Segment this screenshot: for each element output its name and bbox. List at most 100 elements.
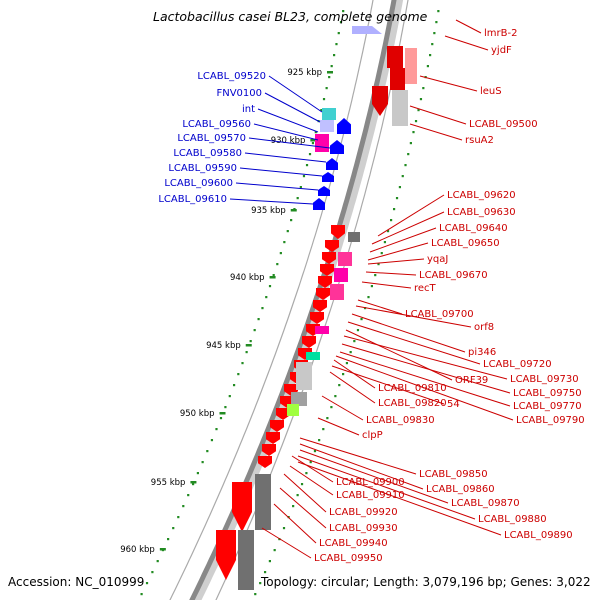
skew-track-dot bbox=[392, 208, 396, 211]
right-gene-label: LCABL_09810 bbox=[378, 383, 447, 394]
right-gene-label: LCABL_09830 bbox=[366, 415, 435, 426]
right-gene-label: LCABL_09720 bbox=[483, 359, 552, 370]
gene-int bbox=[337, 118, 351, 134]
gc-track-dot bbox=[332, 54, 336, 57]
right-leader-line bbox=[299, 437, 417, 475]
kbp-tick-label: 925 kbp bbox=[287, 68, 322, 78]
skew-track-dot bbox=[409, 142, 412, 145]
right-leader-line bbox=[455, 19, 482, 34]
gc-track-dot bbox=[232, 384, 236, 387]
gc-track-dot bbox=[335, 43, 338, 46]
forward-gene bbox=[270, 420, 284, 432]
right-leader-line bbox=[261, 527, 312, 559]
right-leader-line bbox=[321, 395, 364, 421]
right-leader-line bbox=[357, 299, 403, 315]
right-leader-line bbox=[347, 321, 481, 365]
inner-ring bbox=[169, 0, 374, 600]
right-leader-line bbox=[367, 242, 429, 261]
right-gene-label: lmrB-2 bbox=[484, 28, 517, 39]
skew-track-dot bbox=[313, 450, 317, 453]
skew-track-dot bbox=[309, 461, 312, 464]
gene-orf8 bbox=[315, 326, 329, 334]
skew-track-dot bbox=[367, 296, 370, 299]
gc-track-dot bbox=[215, 428, 218, 431]
left-gene-label: LCABL_09580 bbox=[173, 148, 242, 159]
gene-09670 bbox=[334, 268, 348, 282]
forward-gene bbox=[320, 264, 334, 276]
gc-track-dot bbox=[257, 318, 260, 321]
right-leader-line bbox=[273, 503, 317, 544]
gc-track-dot bbox=[177, 516, 180, 519]
right-gene-label: LCABL_09940 bbox=[319, 538, 388, 549]
gc-track-dot bbox=[320, 109, 323, 112]
gc-track-dot bbox=[249, 340, 252, 343]
gene-09770 bbox=[291, 392, 307, 406]
right-leader-line bbox=[339, 351, 511, 407]
right-gene-label: LCABL_09770 bbox=[513, 401, 582, 412]
kbp-tick-mark bbox=[159, 548, 166, 551]
right-gene-label: LCABL_09910 bbox=[336, 490, 405, 501]
skew-track-dot bbox=[268, 560, 271, 563]
kbp-tick-label: 950 kbp bbox=[180, 409, 215, 419]
gene-09590 bbox=[322, 172, 334, 182]
gene-labels: LCABL_09520 FNV0100 int LCABL_09560 LCABL_09… bbox=[158, 28, 584, 564]
gc-track-dot bbox=[311, 142, 315, 145]
skew-track-dot bbox=[318, 439, 321, 442]
left-leader-line bbox=[239, 167, 323, 177]
gene-09620 bbox=[331, 225, 345, 239]
skew-track-dot bbox=[254, 593, 257, 596]
right-gene-label: rsuA2 bbox=[465, 135, 494, 146]
left-gene-label: LCABL_09520 bbox=[197, 71, 266, 82]
kbp-tick-mark bbox=[190, 481, 197, 484]
right-gene-label: ORF39 bbox=[455, 375, 488, 386]
right-leader-line bbox=[377, 194, 445, 237]
kbp-tick-label: 945 kbp bbox=[206, 341, 241, 351]
gc-track-dot bbox=[219, 417, 223, 420]
right-leader-line bbox=[279, 487, 327, 529]
skew-track-dot bbox=[395, 197, 399, 200]
right-gene-label: LCABL_09900 bbox=[336, 477, 405, 488]
right-gene-label: LCABL_09870 bbox=[451, 498, 520, 509]
right-leader-line bbox=[299, 443, 424, 490]
accession-text: Accession: NC_010999 bbox=[8, 575, 144, 589]
right-gene-label: LCABL_09950 bbox=[314, 553, 383, 564]
gene-09600 bbox=[318, 186, 330, 196]
gc-track-dot bbox=[268, 285, 272, 288]
right-gene-label: recT bbox=[414, 283, 437, 294]
right-gene-label: LCABL_09790 bbox=[516, 415, 585, 426]
right-gene-label: LCABL_09920 bbox=[329, 507, 398, 518]
gc-track-dot bbox=[302, 175, 306, 178]
kbp-tick-mark bbox=[219, 412, 226, 415]
gc-track-dot bbox=[283, 241, 286, 244]
gc-track-dot bbox=[337, 32, 340, 35]
right-leader-line bbox=[297, 455, 476, 520]
skew-track-dot bbox=[431, 43, 434, 46]
right-gene-label: LCABL_09750 bbox=[513, 388, 582, 399]
left-leader-line bbox=[257, 108, 319, 133]
left-leader-line bbox=[268, 75, 323, 113]
forward-gene bbox=[316, 288, 330, 300]
right-gene-label: LCABL_09700 bbox=[405, 309, 474, 320]
skew-track-dot bbox=[377, 263, 380, 266]
skew-track-dot bbox=[389, 219, 393, 222]
gc-track-dot bbox=[286, 230, 289, 233]
gc-track-dot bbox=[145, 582, 149, 585]
gene-long-grey bbox=[255, 474, 271, 530]
left-leader-line bbox=[253, 123, 319, 141]
right-leader-line bbox=[444, 35, 489, 51]
gc-track-dot bbox=[342, 10, 345, 13]
kbp-tick-label: 930 kbp bbox=[271, 136, 306, 146]
right-gene-label: LCABL_09620 bbox=[447, 190, 516, 201]
skew-track-dot bbox=[435, 21, 438, 24]
gc-track-dot bbox=[276, 263, 279, 266]
skew-track-dot bbox=[422, 87, 425, 90]
gc-track-dot bbox=[296, 197, 299, 200]
gc-track-dot bbox=[245, 351, 248, 354]
forward-gene bbox=[258, 456, 272, 468]
right-leader-line bbox=[345, 329, 453, 381]
skew-track-dot bbox=[401, 175, 404, 178]
skew-track-dot bbox=[437, 10, 440, 13]
kbp-tick-label: 940 kbp bbox=[230, 273, 265, 283]
map-title: Lactobacillus casei BL23, complete genom… bbox=[153, 9, 428, 24]
